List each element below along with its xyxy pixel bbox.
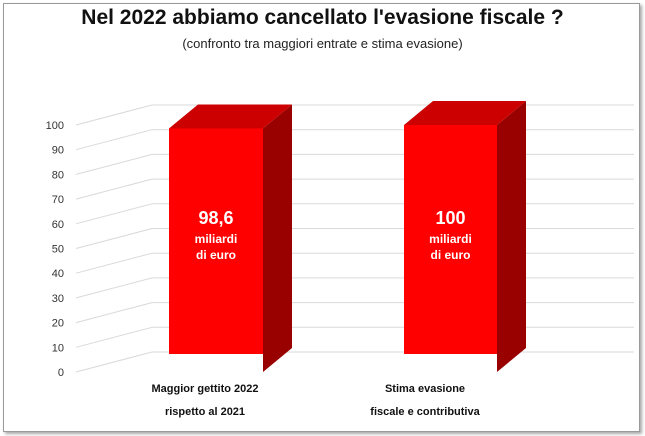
chart-title: Nel 2022 abbiamo cancellato l'evasione f… xyxy=(81,6,564,29)
bar-unit-label: di euro xyxy=(196,248,236,262)
bar xyxy=(404,125,497,354)
bar-top xyxy=(169,104,292,129)
gridline-diagonal xyxy=(75,302,153,324)
y-tick-label: 100 xyxy=(46,120,64,132)
y-tick-label: 50 xyxy=(52,244,64,256)
bar xyxy=(169,128,263,354)
gridline-diagonal xyxy=(75,104,153,126)
gridline-diagonal xyxy=(75,228,153,249)
gridline-diagonal xyxy=(75,351,153,373)
category-label: fiscale e contributiva xyxy=(370,406,480,418)
bar-unit-label: miliardi xyxy=(429,232,472,246)
bar-unit-label: miliardi xyxy=(195,232,238,246)
category-label: Stima evasione xyxy=(385,383,465,395)
bar-unit-label: di euro xyxy=(430,248,470,262)
y-tick-label: 70 xyxy=(52,194,64,206)
gridline-diagonal xyxy=(75,153,153,175)
bar-side xyxy=(497,101,526,372)
y-tick-label: 80 xyxy=(52,169,64,181)
bar-value-label: 100 xyxy=(435,208,465,228)
category-label: rispetto al 2021 xyxy=(165,406,245,418)
chart-subtitle: (confronto tra maggiori entrate e stima … xyxy=(182,36,463,51)
bar-side xyxy=(263,104,292,372)
y-tick-label: 0 xyxy=(58,367,64,379)
bar-value-label: 98,6 xyxy=(198,208,233,228)
gridline-diagonal xyxy=(75,277,153,299)
y-tick-label: 60 xyxy=(52,219,64,231)
y-tick-label: 20 xyxy=(52,318,64,330)
y-tick-label: 40 xyxy=(52,268,64,280)
y-tick-label: 10 xyxy=(52,342,64,354)
y-tick-label: 30 xyxy=(52,293,64,305)
gridline-diagonal xyxy=(75,252,153,274)
category-label: Maggior gettito 2022 xyxy=(152,383,259,395)
y-tick-label: 90 xyxy=(52,145,64,157)
gridline-diagonal xyxy=(75,178,153,200)
chart-frame xyxy=(3,3,640,432)
gridline-diagonal xyxy=(75,129,153,151)
gridline-diagonal xyxy=(75,203,153,225)
bar-top xyxy=(404,101,526,125)
gridline-diagonal xyxy=(75,326,153,348)
